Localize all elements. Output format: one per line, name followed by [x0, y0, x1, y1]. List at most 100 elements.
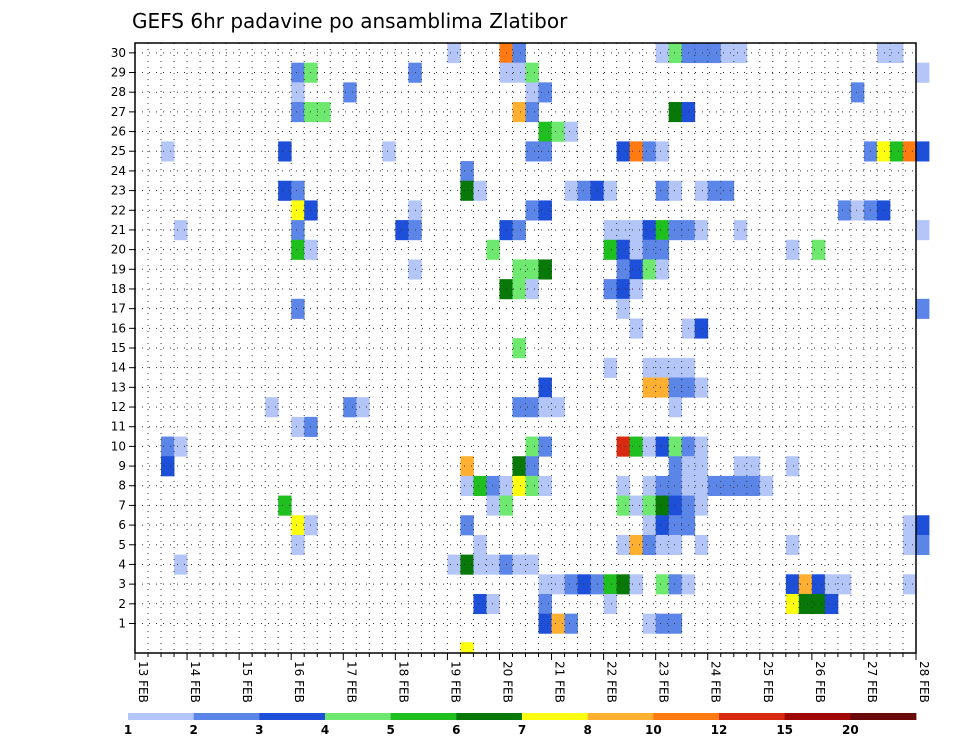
heatmap-cell — [668, 456, 683, 477]
heatmap-cell — [837, 574, 852, 595]
heatmap-cell — [525, 554, 539, 575]
y-tick-label: 7 — [118, 498, 126, 512]
heatmap-cell — [785, 239, 800, 260]
heatmap-cell — [512, 475, 526, 496]
y-tick-label: 30 — [111, 46, 126, 60]
heatmap-cell — [798, 593, 813, 615]
y-tick-label: 14 — [111, 361, 126, 375]
y-tick-label: 1 — [118, 616, 126, 630]
heatmap-cell — [616, 279, 631, 300]
heatmap-cell — [876, 141, 891, 162]
heatmap-cell — [655, 43, 670, 64]
heatmap-cell — [902, 515, 917, 536]
heatmap-cell — [291, 416, 305, 437]
heatmap-cell — [447, 43, 461, 64]
heatmap-cell — [538, 141, 552, 162]
heatmap-cell — [616, 574, 631, 595]
heatmap-cell — [785, 456, 800, 477]
heatmap-cell — [889, 141, 904, 162]
heatmap-cell — [642, 515, 657, 536]
y-tick-label: 3 — [118, 577, 126, 591]
y-tick-label: 24 — [111, 164, 126, 178]
heatmap-cell — [525, 456, 539, 477]
heatmap-cell — [473, 534, 487, 556]
heatmap-cell — [902, 141, 917, 162]
heatmap-cell — [694, 180, 709, 201]
heatmap-cell — [343, 397, 357, 418]
heatmap-cell — [525, 397, 539, 418]
heatmap-cell — [486, 475, 500, 496]
heatmap-cell — [668, 377, 683, 398]
heatmap-cell — [460, 554, 474, 575]
heatmap-cell — [291, 220, 305, 241]
heatmap-cell — [291, 298, 305, 319]
heatmap-cell — [642, 436, 657, 457]
heatmap-cell — [525, 259, 539, 280]
heatmap-cell — [616, 534, 631, 556]
heatmap-cell — [486, 239, 500, 260]
heatmap-cell — [616, 436, 631, 457]
heatmap-cell — [174, 220, 188, 241]
y-tick-label: 26 — [111, 125, 126, 139]
colorbar-label: 12 — [711, 723, 728, 737]
heatmap-cell — [291, 180, 305, 201]
heatmap-cell — [707, 475, 722, 496]
x-tick-label: 27 FEB — [865, 661, 879, 703]
heatmap-cell — [694, 318, 709, 339]
x-tick-label: 14 FEB — [188, 661, 202, 703]
heatmap-cell — [733, 220, 748, 241]
y-tick-label: 19 — [111, 262, 126, 276]
heatmap-cell — [850, 82, 865, 103]
colorbar-segment — [522, 713, 589, 720]
heatmap-cell — [512, 397, 526, 418]
heatmap-cell — [473, 554, 487, 575]
heatmap-cell — [616, 495, 631, 516]
heatmap-cell — [707, 43, 722, 64]
heatmap-cell — [616, 220, 631, 241]
heatmap-cell — [811, 593, 826, 615]
heatmap-cell — [603, 357, 618, 378]
heatmap-cell — [291, 534, 305, 556]
heatmap-cell — [525, 279, 539, 300]
heatmap-cell — [902, 534, 917, 556]
x-tick-label: 24 FEB — [709, 661, 723, 703]
heatmap-cell — [668, 357, 683, 378]
y-tick-label: 18 — [111, 282, 126, 296]
x-tick-label: 23 FEB — [657, 661, 671, 703]
heatmap-cell — [174, 554, 188, 575]
heatmap-cell — [161, 141, 175, 162]
heatmap-cell — [551, 613, 565, 634]
y-tick-label: 20 — [111, 243, 126, 257]
colorbar-segment — [456, 713, 523, 720]
heatmap-cell — [642, 475, 657, 496]
heatmap-cell — [473, 180, 487, 201]
heatmap-cell — [694, 475, 709, 496]
heatmap-cell — [343, 82, 357, 103]
heatmap-cell — [512, 338, 526, 359]
colorbar-label: 5 — [386, 723, 394, 737]
heatmap-cell — [811, 574, 826, 595]
heatmap-cell — [512, 456, 526, 477]
y-tick-label: 25 — [111, 144, 126, 158]
colorbar-label: 4 — [321, 723, 329, 737]
heatmap-cell — [525, 82, 539, 103]
heatmap-cell — [668, 43, 683, 64]
heatmap-cell — [629, 495, 644, 516]
heatmap-cell — [642, 495, 657, 516]
y-tick-label: 6 — [118, 518, 126, 532]
colorbar-label: 2 — [189, 723, 197, 737]
heatmap-cell — [668, 180, 683, 201]
heatmap-cell — [642, 220, 657, 241]
heatmap-cell — [720, 475, 735, 496]
y-tick-label: 13 — [111, 380, 126, 394]
heatmap-cell — [889, 43, 904, 64]
y-tick-label: 21 — [111, 223, 126, 237]
heatmap-cell — [733, 43, 748, 64]
heatmap-cell — [616, 259, 631, 280]
heatmap-cell — [746, 456, 761, 477]
heatmap-cell — [668, 574, 683, 595]
heatmap-cell — [707, 180, 722, 201]
y-tick-label: 23 — [111, 184, 126, 198]
heatmap-cell — [460, 180, 474, 201]
heatmap-cell — [642, 534, 657, 556]
